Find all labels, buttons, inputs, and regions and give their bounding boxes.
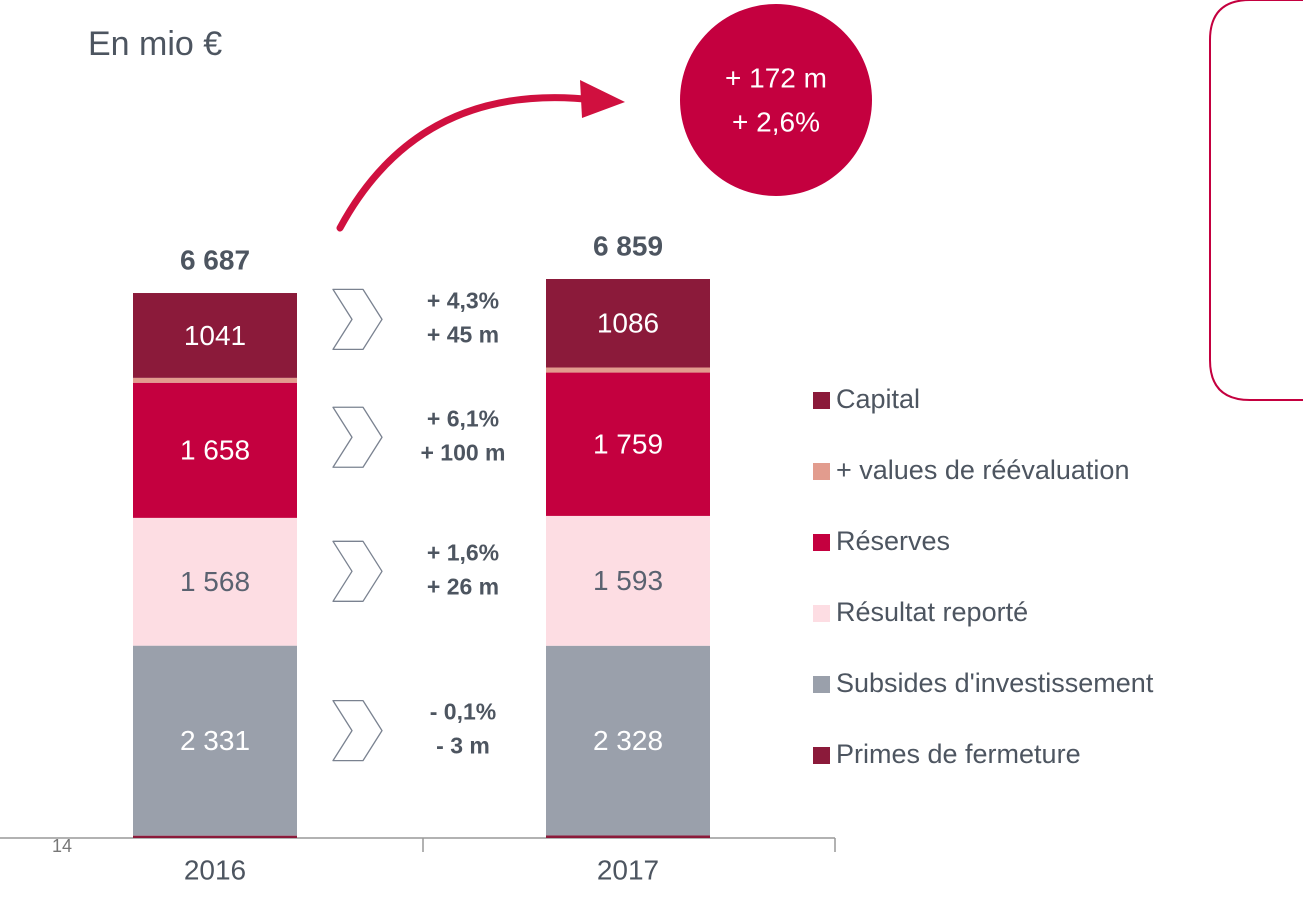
change-pct: + 6,1% — [427, 405, 499, 431]
bar-segment — [133, 377, 297, 383]
note-box — [1209, 0, 1303, 401]
x-tick-label: 2017 — [597, 854, 659, 885]
change-abs: + 45 m — [427, 321, 499, 347]
total-label: 6 859 — [593, 230, 663, 261]
value-label: 1041 — [184, 320, 246, 351]
change-pct: + 1,6% — [427, 539, 499, 565]
bar-segment — [133, 835, 297, 838]
legend-swatch — [813, 676, 830, 693]
legend-label: Résultat reporté — [836, 597, 1028, 627]
highlight-text: + 172 m — [725, 62, 827, 93]
chevron — [332, 540, 383, 602]
bar-segment — [546, 372, 710, 516]
bar-segment — [133, 293, 297, 378]
value-label: 1 658 — [180, 435, 250, 466]
value-label: 2 331 — [180, 725, 250, 756]
legend-label: Primes de fermeture — [836, 739, 1081, 769]
change-abs: + 100 m — [420, 439, 505, 465]
value-label: 2 328 — [593, 725, 663, 756]
change-pct: - 0,1% — [430, 699, 496, 725]
x-tick-label: 2016 — [184, 854, 246, 885]
bar-segment — [546, 645, 710, 836]
change-abs: + 26 m — [427, 573, 499, 599]
growth-arrow-head — [580, 80, 625, 118]
highlight-circle — [680, 4, 872, 196]
legend-swatch — [813, 463, 830, 480]
bar-segment — [546, 835, 710, 838]
subtitle: En mio € — [88, 25, 222, 63]
chevron — [332, 699, 383, 762]
total-label: 6 687 — [180, 244, 250, 275]
legend-label: Capital — [836, 384, 920, 414]
legend-label: + values de réévaluation — [836, 455, 1129, 485]
bar-segment — [133, 517, 297, 646]
bar-segment — [546, 279, 710, 368]
growth-arrow — [336, 94, 599, 232]
legend-swatch — [813, 534, 830, 551]
change-abs: - 3 m — [436, 733, 490, 759]
bar-segment — [546, 515, 710, 646]
change-pct: + 4,3% — [427, 287, 499, 313]
page-number: 14 — [52, 836, 72, 856]
value-label: 1 593 — [593, 565, 663, 596]
legend-label: Subsides d'investissement — [836, 668, 1154, 698]
bar-segment — [133, 645, 297, 836]
value-label: 1086 — [597, 308, 659, 339]
value-label: 1 568 — [180, 566, 250, 597]
legend-label: Réserves — [836, 526, 950, 556]
bar-segment — [546, 367, 710, 373]
legend-swatch — [813, 605, 830, 622]
legend-swatch — [813, 747, 830, 764]
bar-segment — [133, 382, 297, 518]
chevron — [332, 406, 383, 468]
highlight-text: + 2,6% — [732, 106, 820, 137]
chevron — [332, 288, 383, 350]
value-label: 1 759 — [593, 429, 663, 460]
legend-swatch — [813, 392, 830, 409]
